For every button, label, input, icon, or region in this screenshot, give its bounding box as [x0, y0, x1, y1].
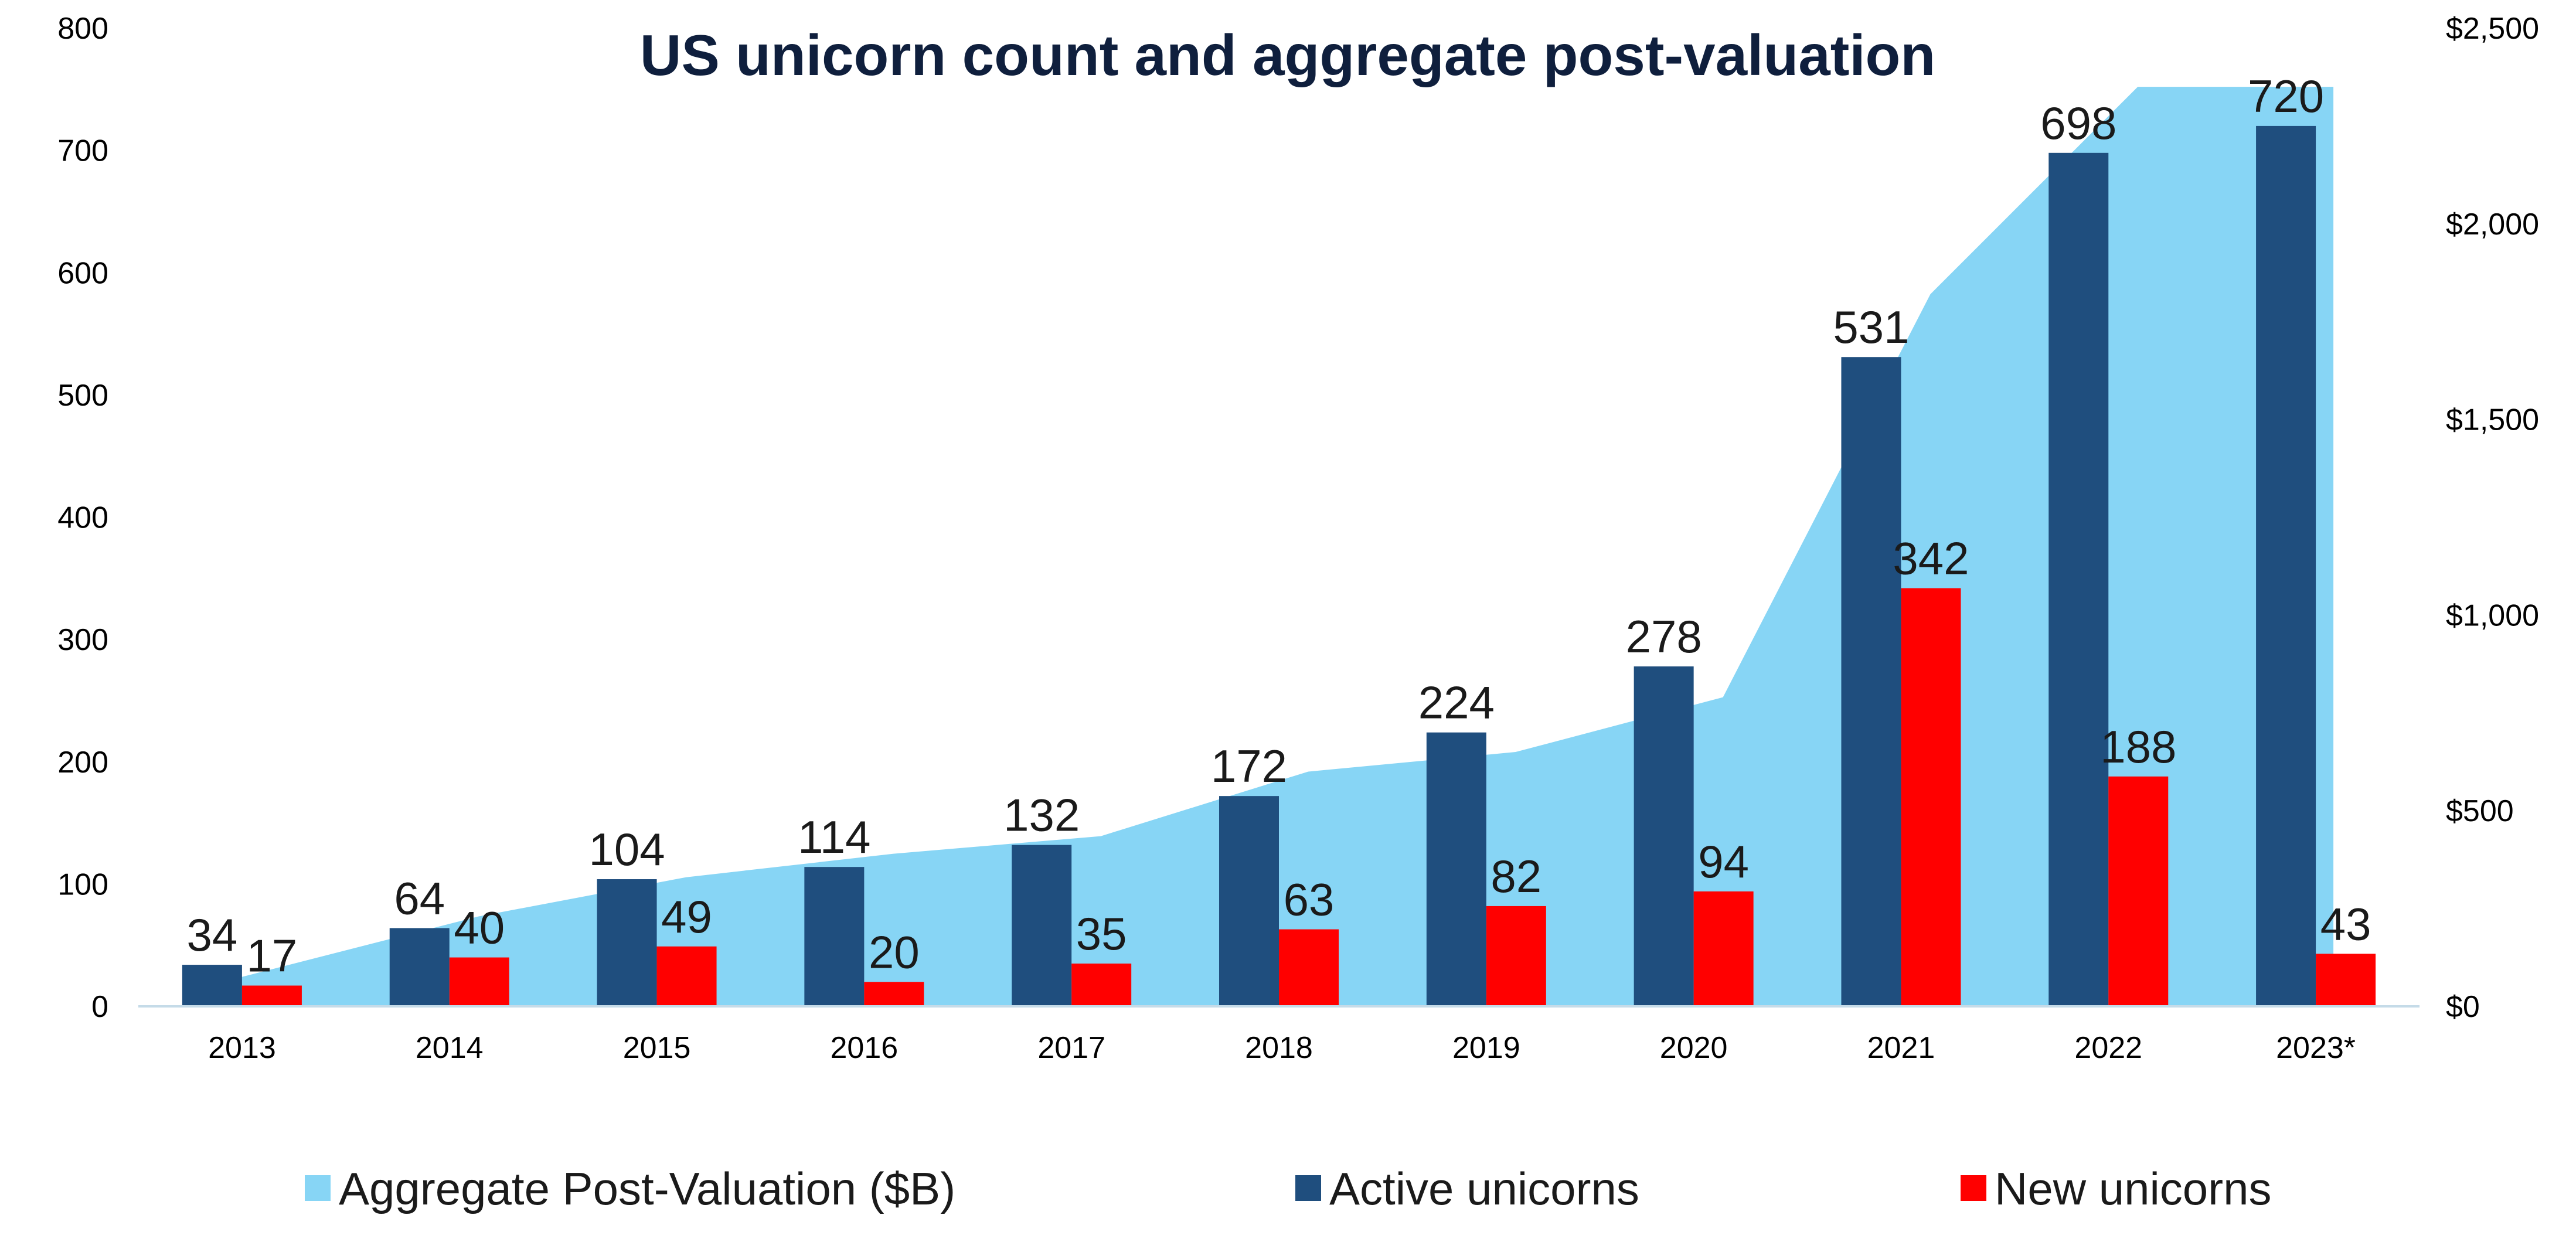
data-label-new: 49: [661, 891, 712, 942]
y-left-tick-label: 400: [57, 501, 108, 535]
data-label-active: 531: [1833, 301, 1909, 353]
data-labels-layer: 34 64 104 114 132 172 224 278 531 698 720 17 40 49 20 3…: [187, 70, 2371, 982]
y-left-tick-label: 600: [57, 256, 108, 290]
bar-active-2021: [1841, 357, 1901, 1007]
bar-new-2017: [1071, 963, 1132, 1006]
y-right-tick-label: $500: [2446, 794, 2514, 828]
y-left-tick-label: 800: [57, 12, 108, 46]
legend-label: Aggregate Post-Valuation ($B): [339, 1163, 955, 1214]
data-label-active: 34: [187, 909, 238, 961]
y-left-tick-label: 700: [57, 134, 108, 168]
y-left-tick-label: 200: [57, 746, 108, 780]
data-label-active: 698: [2040, 97, 2116, 149]
bar-active-2014: [389, 928, 450, 1006]
bar-new-2021: [1901, 588, 1961, 1006]
data-label-new: 35: [1076, 908, 1127, 959]
data-label-active: 278: [1626, 611, 1702, 662]
x-tick-label: 2018: [1245, 1031, 1313, 1065]
bar-new-2016: [864, 982, 924, 1006]
x-tick-label: 2015: [623, 1031, 691, 1065]
bar-active-2023*: [2256, 125, 2316, 1006]
y-left-tick-label: 500: [57, 379, 108, 413]
bar-new-2013: [241, 985, 302, 1006]
y-right-tick-label: $1,500: [2446, 403, 2539, 437]
legend-label: New unicorns: [1995, 1163, 2272, 1214]
legend-swatch-valuation: [305, 1175, 331, 1201]
bar-new-2015: [656, 946, 717, 1006]
bars-layer: [182, 125, 2376, 1007]
legend-swatch-new: [1961, 1175, 1986, 1201]
y-right-tick-label: $2,000: [2446, 207, 2539, 241]
bar-active-2020: [1634, 666, 1694, 1006]
data-label-active: 172: [1211, 740, 1287, 792]
bar-new-2018: [1279, 929, 1339, 1006]
area-aggregate-post-valuation: [218, 87, 2334, 1006]
bar-active-2022: [2048, 152, 2109, 1006]
y-right-tick-label: $0: [2446, 990, 2480, 1024]
x-tick-label: 2013: [208, 1031, 276, 1065]
data-label-active: 64: [394, 872, 445, 924]
y-left-tick-label: 0: [91, 990, 108, 1024]
data-label-new: 82: [1491, 850, 1541, 902]
chart-title: US unicorn count and aggregate post-valu…: [640, 23, 1936, 87]
bar-new-2022: [2108, 776, 2169, 1006]
data-label-active: 132: [1003, 789, 1080, 841]
data-label-new: 40: [454, 902, 505, 954]
x-tick-label: 2016: [831, 1031, 899, 1065]
x-tick-label: 2014: [416, 1031, 484, 1065]
bar-active-2017: [1012, 845, 1072, 1006]
bar-active-2018: [1219, 796, 1279, 1006]
axes-layer: 2013 2014 2015 2016 2017 2018 2019 2020 2021 2022…: [57, 12, 2539, 1065]
bar-active-2013: [182, 965, 242, 1006]
bar-active-2016: [804, 867, 865, 1006]
x-tick-label: 2020: [1660, 1031, 1728, 1065]
legend: Aggregate Post-Valuation ($B) Active unic…: [305, 1163, 2272, 1214]
data-label-new: 188: [2100, 721, 2176, 772]
data-label-active: 114: [798, 811, 870, 863]
x-tick-label: 2019: [1452, 1031, 1520, 1065]
x-tick-label: 2022: [2074, 1031, 2142, 1065]
y-right-tick-label: $2,500: [2446, 12, 2539, 46]
data-label-new: 94: [1698, 836, 1749, 887]
y-right-tick-label: $1,000: [2446, 598, 2539, 632]
y-left-tick-label: 300: [57, 623, 108, 657]
bar-new-2019: [1486, 906, 1546, 1006]
legend-label: Active unicorns: [1329, 1163, 1639, 1214]
legend-swatch-active: [1295, 1175, 1321, 1201]
data-label-new: 20: [869, 926, 920, 978]
bar-new-2020: [1693, 891, 1754, 1006]
data-label-new: 63: [1284, 874, 1335, 925]
data-label-active: 720: [2248, 70, 2324, 122]
data-label-new: 17: [247, 930, 298, 982]
bar-new-2014: [449, 957, 509, 1006]
area-layer: [218, 87, 2334, 1006]
x-tick-label: 2021: [1867, 1031, 1935, 1065]
data-label-new: 342: [1893, 533, 1969, 584]
data-label-active: 104: [588, 823, 665, 875]
x-tick-label: 2023*: [2276, 1031, 2356, 1065]
bar-active-2019: [1426, 732, 1486, 1006]
bar-new-2023*: [2316, 954, 2376, 1006]
x-tick-label: 2017: [1037, 1031, 1105, 1065]
data-label-active: 224: [1418, 677, 1495, 729]
bar-active-2015: [597, 879, 657, 1006]
data-label-new: 43: [2320, 898, 2371, 949]
y-left-tick-label: 100: [57, 867, 108, 901]
